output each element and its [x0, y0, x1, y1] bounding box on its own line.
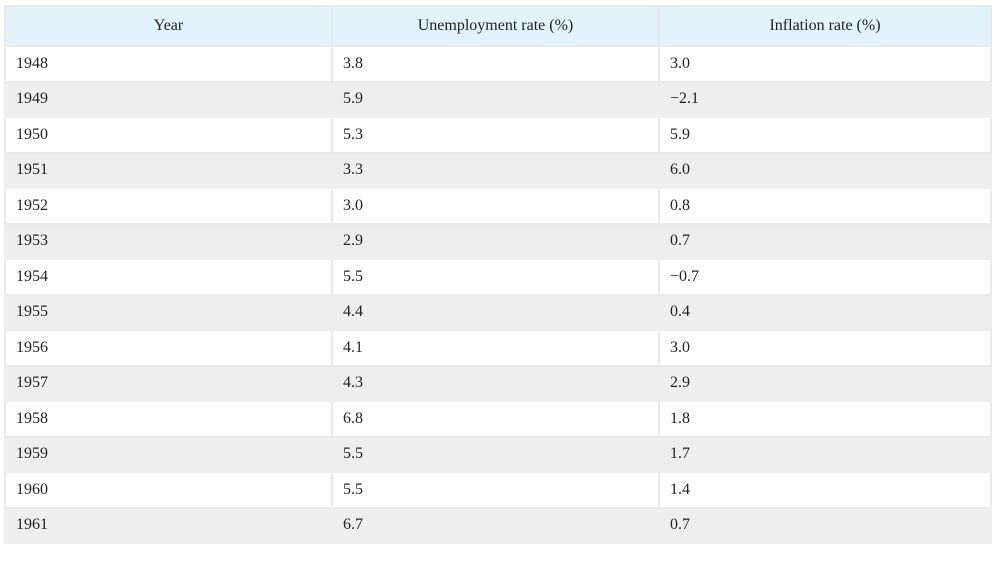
unemployment-rate-cell: 4.1: [331, 329, 660, 367]
unemployment-rate-cell: 5.9: [331, 80, 660, 118]
inflation-rate-cell: 6.0: [658, 151, 992, 189]
year-cell: 1948: [4, 45, 333, 83]
unemployment-rate-cell: 4.4: [331, 293, 660, 331]
header-row: Year Unemployment rate (%) Inflation rat…: [4, 5, 992, 47]
inflation-rate-cell: 0.4: [658, 293, 992, 331]
unemployment-rate-cell: 2.9: [331, 222, 660, 260]
year-cell: 1954: [4, 258, 333, 296]
year-cell: 1950: [4, 116, 333, 154]
unemployment-rate-cell: 5.3: [331, 116, 660, 154]
column-header-year: Year: [4, 5, 333, 47]
inflation-rate-cell: 2.9: [658, 364, 992, 402]
unemployment-rate-cell: 5.5: [331, 258, 660, 296]
inflation-rate-cell: 0.7: [658, 506, 992, 544]
inflation-rate-cell: −0.7: [658, 258, 992, 296]
year-cell: 1955: [4, 293, 333, 331]
year-cell: 1951: [4, 151, 333, 189]
table-row: 1954 5.5 −0.7: [4, 258, 992, 296]
unemployment-rate-cell: 6.8: [331, 400, 660, 438]
year-cell: 1956: [4, 329, 333, 367]
table-row: 1957 4.3 2.9: [4, 364, 992, 402]
inflation-rate-cell: 0.8: [658, 187, 992, 225]
table-row: 1950 5.3 5.9: [4, 116, 992, 154]
inflation-rate-cell: 0.7: [658, 222, 992, 260]
inflation-rate-cell: 5.9: [658, 116, 992, 154]
table-row: 1955 4.4 0.4: [4, 293, 992, 331]
column-header-inflation-rate: Inflation rate (%): [658, 5, 992, 47]
inflation-rate-cell: 1.4: [658, 471, 992, 509]
inflation-rate-cell: 1.8: [658, 400, 992, 438]
unemployment-rate-cell: 4.3: [331, 364, 660, 402]
unemployment-rate-cell: 5.5: [331, 471, 660, 509]
year-cell: 1949: [4, 80, 333, 118]
data-table-container: Year Unemployment rate (%) Inflation rat…: [4, 5, 992, 544]
inflation-rate-cell: 3.0: [658, 45, 992, 83]
year-cell: 1957: [4, 364, 333, 402]
inflation-rate-cell: −2.1: [658, 80, 992, 118]
table-row: 1949 5.9 −2.1: [4, 80, 992, 118]
table-row: 1961 6.7 0.7: [4, 506, 992, 544]
year-cell: 1953: [4, 222, 333, 260]
table-row: 1948 3.8 3.0: [4, 45, 992, 83]
unemployment-rate-cell: 6.7: [331, 506, 660, 544]
year-cell: 1952: [4, 187, 333, 225]
column-header-unemployment-rate: Unemployment rate (%): [331, 5, 660, 47]
table-row: 1959 5.5 1.7: [4, 435, 992, 473]
table-row: 1951 3.3 6.0: [4, 151, 992, 189]
table-row: 1958 6.8 1.8: [4, 400, 992, 438]
unemployment-rate-cell: 3.3: [331, 151, 660, 189]
year-cell: 1958: [4, 400, 333, 438]
year-cell: 1960: [4, 471, 333, 509]
table-header: Year Unemployment rate (%) Inflation rat…: [4, 5, 992, 47]
year-cell: 1959: [4, 435, 333, 473]
inflation-rate-cell: 1.7: [658, 435, 992, 473]
inflation-rate-cell: 3.0: [658, 329, 992, 367]
table-row: 1952 3.0 0.8: [4, 187, 992, 225]
data-table: Year Unemployment rate (%) Inflation rat…: [4, 5, 992, 544]
unemployment-rate-cell: 3.8: [331, 45, 660, 83]
year-cell: 1961: [4, 506, 333, 544]
unemployment-rate-cell: 3.0: [331, 187, 660, 225]
table-row: 1960 5.5 1.4: [4, 471, 992, 509]
table-row: 1956 4.1 3.0: [4, 329, 992, 367]
table-row: 1953 2.9 0.7: [4, 222, 992, 260]
table-body: 1948 3.8 3.0 1949 5.9 −2.1 1950 5.3 5.9 1951 3.3 6.…: [4, 45, 992, 544]
unemployment-rate-cell: 5.5: [331, 435, 660, 473]
